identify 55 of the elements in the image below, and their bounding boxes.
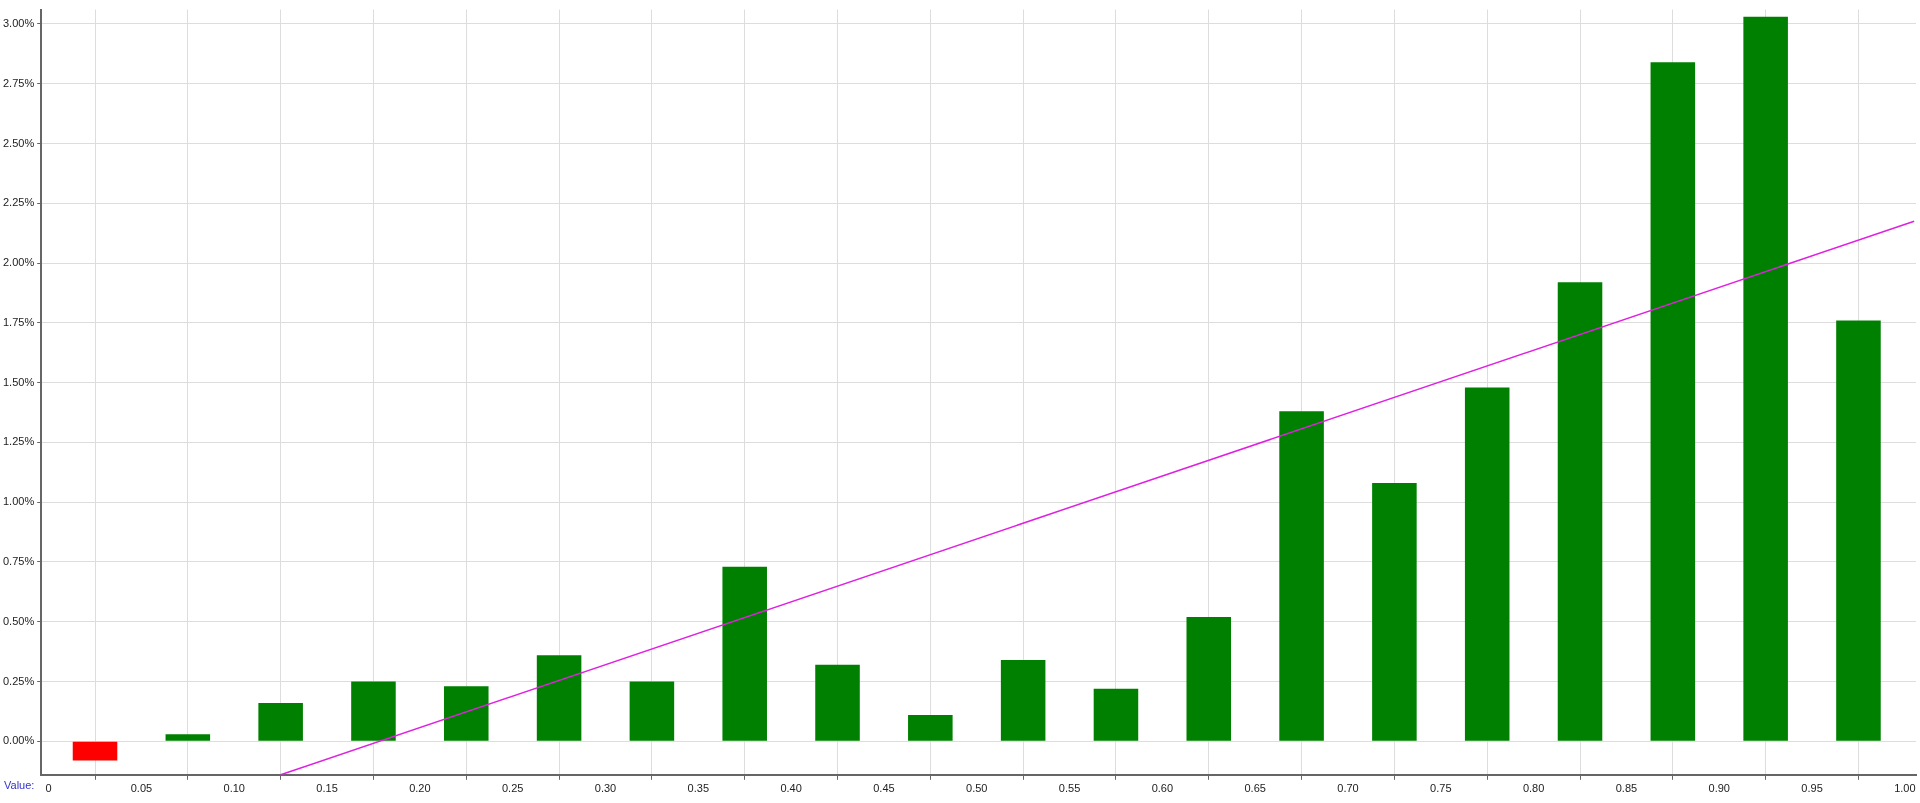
- bar: [1557, 282, 1603, 741]
- x-tick-label: 0.10: [223, 782, 245, 795]
- x-axis-title: Value:: [4, 779, 35, 792]
- x-tick-label: 0.05: [130, 782, 153, 795]
- y-tick-label: 0.75%: [2, 555, 35, 568]
- bar: [1650, 62, 1696, 741]
- x-tick-label: 0.95: [1801, 782, 1823, 795]
- bar: [722, 566, 767, 741]
- x-tick-label: 0.45: [873, 782, 895, 795]
- x-tick-label: 0.80: [1522, 782, 1545, 795]
- bar: [1186, 616, 1232, 741]
- bar: [444, 686, 489, 741]
- y-tick-label: 3.00%: [2, 16, 35, 29]
- x-tick-label: 0.15: [316, 782, 338, 795]
- x-tick-label: 0: [45, 782, 52, 795]
- x-tick-label: 0.85: [1615, 782, 1638, 795]
- bar: [1000, 660, 1046, 741]
- bar: [165, 734, 211, 741]
- bar: [1279, 411, 1324, 741]
- x-tick-label: 0.40: [780, 782, 802, 795]
- x-tick-label: 0.70: [1337, 782, 1359, 795]
- y-tick-label: 0.00%: [2, 734, 35, 747]
- x-tick-label: 0.20: [409, 782, 431, 795]
- x-tick-label: 0.55: [1058, 782, 1081, 795]
- bar: [1372, 483, 1417, 741]
- bar: [72, 741, 118, 761]
- y-tick-label: 2.00%: [2, 256, 35, 269]
- x-tick-label: 0.75: [1430, 782, 1452, 795]
- y-tick-label: 2.50%: [2, 136, 35, 149]
- x-tick-label: 1.00: [1894, 782, 1916, 795]
- bar: [258, 703, 303, 741]
- y-tick-label: 1.25%: [2, 435, 35, 448]
- bar: [1743, 16, 1788, 741]
- x-tick-label: 0.30: [594, 782, 617, 795]
- y-tick-label: 0.25%: [2, 674, 35, 687]
- bar: [1836, 320, 1881, 741]
- bar: [908, 715, 953, 741]
- y-tick-label: 1.00%: [2, 495, 35, 508]
- y-tick-label: 1.75%: [2, 315, 35, 328]
- y-tick-label: 1.50%: [2, 375, 35, 388]
- x-tick-label: 0.35: [687, 782, 710, 795]
- bar: [1464, 387, 1510, 741]
- bar: [815, 664, 860, 741]
- y-tick-label: 2.75%: [2, 76, 35, 89]
- y-tick-label: 2.25%: [2, 196, 35, 209]
- bar: [351, 681, 396, 741]
- bar: [629, 681, 675, 741]
- y-tick-label: 0.50%: [2, 614, 35, 627]
- x-tick-label: 0.90: [1708, 782, 1730, 795]
- x-tick-label: 0.50: [966, 782, 988, 795]
- x-tick-label: 0.25: [501, 782, 524, 795]
- bar: [536, 655, 582, 741]
- bar: [1093, 688, 1139, 741]
- x-tick-label: 0.65: [1244, 782, 1266, 795]
- x-tick-label: 0.60: [1151, 782, 1174, 795]
